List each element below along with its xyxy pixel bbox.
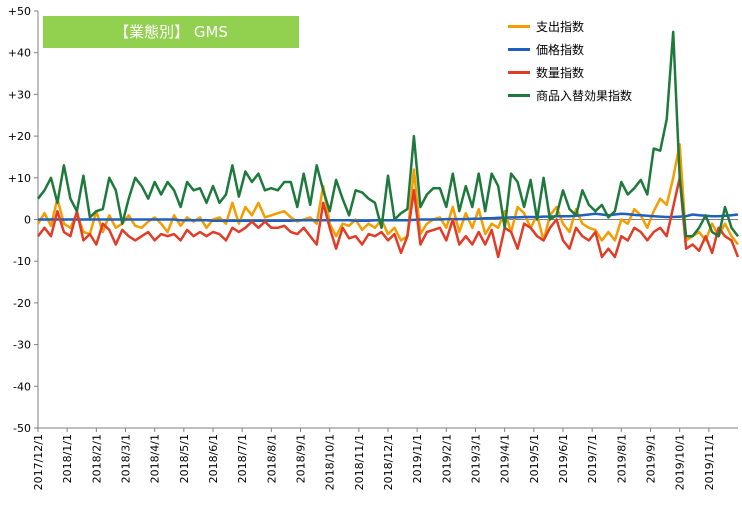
- x-tick-label: 2019/5/1: [528, 434, 541, 483]
- y-tick-label: +10: [8, 172, 31, 185]
- x-tick-label: 2018/8/1: [265, 434, 278, 483]
- x-tick-label: 2019/10/1: [674, 434, 687, 490]
- x-tick-label: 2018/4/1: [149, 434, 162, 483]
- chart-legend: 支出指数 価格指数 数量指数 商品入替効果指数: [508, 20, 632, 112]
- legend-item-product-replacement: 商品入替効果指数: [508, 89, 632, 112]
- legend-label-price: 価格指数: [536, 43, 585, 57]
- x-tick-label: 2018/6/1: [207, 434, 220, 483]
- x-tick-label: 2018/12/1: [382, 434, 395, 490]
- legend-swatch-price: [508, 48, 530, 51]
- x-tick-label: 2018/2/1: [90, 434, 103, 483]
- y-tick-label: +20: [8, 130, 31, 143]
- x-tick-label: 2019/6/1: [557, 434, 570, 483]
- x-tick-label: 2018/5/1: [178, 434, 191, 483]
- series-line-price: [38, 212, 739, 223]
- x-tick-label: 2019/4/1: [499, 434, 512, 483]
- x-tick-label: 2019/8/1: [615, 434, 628, 483]
- series-line-spending: [36, 143, 739, 246]
- x-tick-label: 2018/1/1: [61, 434, 74, 483]
- y-tick-label: +50: [8, 5, 31, 18]
- x-tick-label: 2018/9/1: [295, 434, 308, 483]
- legend-swatch-quantity: [508, 71, 530, 74]
- y-tick-label: -20: [13, 297, 31, 310]
- y-tick-label: -40: [13, 380, 31, 393]
- x-tick-label: 2018/3/1: [120, 434, 133, 483]
- x-tick-label: 2019/1/1: [411, 434, 424, 483]
- y-axis-tick-labels: +50 +40 +30 +20 +10 0 -10 -20 -30 -40 -50: [8, 5, 31, 435]
- x-tick-label: 2019/11/1: [703, 434, 716, 490]
- x-tick-label: 2019/9/1: [645, 434, 658, 483]
- legend-label-spending: 支出指数: [536, 20, 585, 34]
- x-axis-tick-labels: 2017/12/1 2018/1/1 2018/2/1 2018/3/1 2018/4/…: [32, 434, 716, 490]
- x-tick-label: 2019/3/1: [470, 434, 483, 483]
- y-tick-label: -30: [13, 339, 31, 352]
- legend-label-product-replacement: 商品入替効果指数: [536, 89, 633, 103]
- legend-swatch-spending: [508, 25, 530, 28]
- x-tick-label: 2017/12/1: [32, 434, 45, 490]
- x-tick-label: 2019/2/1: [440, 434, 453, 483]
- x-tick-label: 2018/7/1: [236, 434, 249, 483]
- legend-label-quantity: 数量指数: [536, 66, 585, 80]
- x-tick-label: 2018/10/1: [324, 434, 337, 490]
- legend-item-price: 価格指数: [508, 43, 632, 66]
- legend-item-spending: 支出指数: [508, 20, 632, 43]
- series-line-product-replacement: [37, 30, 739, 238]
- y-tick-label: +30: [8, 88, 31, 101]
- x-tick-label: 2019/7/1: [586, 434, 599, 483]
- y-tick-label: -50: [13, 422, 31, 435]
- y-tick-label: 0: [24, 214, 31, 227]
- legend-swatch-product-replacement: [508, 94, 530, 97]
- series-line-quantity: [37, 176, 740, 259]
- chart-title: 【業態別】 GMS: [43, 16, 299, 48]
- legend-item-quantity: 数量指数: [508, 66, 632, 89]
- y-tick-label: -10: [13, 255, 31, 268]
- x-tick-label: 2018/11/1: [353, 434, 366, 490]
- chart-series-lines: [36, 30, 740, 259]
- y-tick-label: +40: [8, 47, 31, 60]
